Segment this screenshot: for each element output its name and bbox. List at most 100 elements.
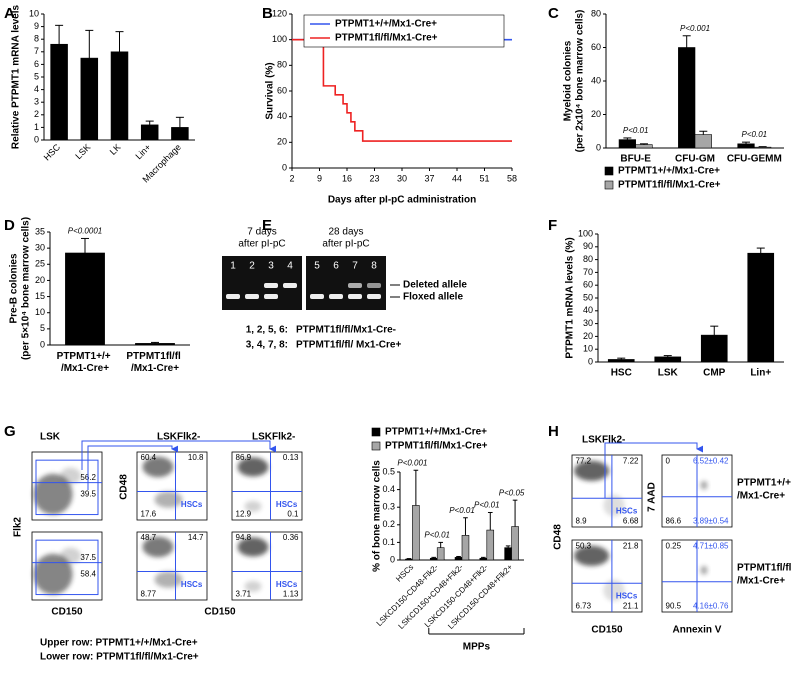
bar	[511, 526, 519, 561]
quadrant-value: 6.68	[623, 516, 639, 525]
band	[367, 283, 381, 288]
y-tick-label: 0	[588, 356, 593, 366]
panel-label: B	[262, 5, 273, 22]
cell-density	[60, 467, 81, 484]
bar	[110, 51, 129, 141]
gel-title: after pI-pC	[238, 239, 285, 250]
x-tick-label: HSCs	[394, 563, 415, 584]
genotype-label: PTPMT1+/+	[737, 478, 791, 489]
cell-density	[700, 480, 708, 490]
panel-label: G	[4, 423, 16, 440]
x-tick-label: 51	[479, 173, 489, 183]
y-tick-label: 20	[277, 137, 287, 147]
bar	[405, 558, 413, 561]
x-tick-label: LSK	[658, 368, 679, 379]
cell-density	[700, 565, 708, 575]
band	[348, 294, 362, 299]
x-tick-label: 30	[397, 173, 407, 183]
x-tick-label: 58	[507, 173, 517, 183]
flow-header: LSKFlk2-	[582, 435, 625, 446]
x-tick-label: 37	[424, 173, 434, 183]
y-tick-label: 15	[35, 291, 45, 301]
bar	[654, 356, 682, 363]
y-tick-label: 25	[35, 259, 45, 269]
y-tick-label: 10	[35, 307, 45, 317]
legend-swatch	[371, 441, 381, 451]
bar	[754, 146, 772, 149]
bar	[50, 43, 68, 141]
y-axis-label: 7 AAD	[647, 482, 658, 512]
quadrant-value: 12.9	[236, 510, 252, 519]
x-tick-label: Lin+	[750, 368, 771, 379]
gel-title: 28 days	[328, 227, 363, 238]
panel-label: A	[4, 5, 15, 22]
x-tick-label: Lin+	[134, 142, 153, 161]
y-tick-label: 50	[583, 292, 593, 302]
caption: Upper row: PTPMT1+/+/Mx1-Cre+	[40, 638, 198, 649]
legend-label: PTPMT1fl/fl/Mx1-Cre+	[335, 33, 438, 44]
bar	[504, 547, 512, 561]
cell-density	[33, 553, 73, 595]
y-tick-label: 100	[272, 34, 287, 44]
bar	[737, 143, 755, 149]
y-tick-label: 20	[35, 275, 45, 285]
p-value: P<0.01	[449, 506, 475, 515]
p-value: P<0.01	[474, 501, 500, 510]
gate-name: HSCs	[276, 500, 298, 509]
x-tick-label: PTPMT1fl/fl /Mx1-Cre+	[126, 351, 183, 374]
cell-density	[33, 473, 73, 515]
bar	[436, 547, 445, 561]
quadrant-value: 4.71±0.85	[693, 542, 729, 551]
y-tick-label: 0.2	[382, 519, 395, 529]
quadrant-value: 8.77	[141, 590, 157, 599]
y-tick-label: 60	[583, 280, 593, 290]
x-tick-label: HSC	[42, 142, 63, 163]
y-tick-label: 0	[596, 142, 601, 152]
y-axis-label: CD48	[119, 474, 130, 500]
panel-label: E	[262, 217, 272, 234]
y-tick-label: 3	[34, 97, 39, 107]
x-tick-label: BFU-E	[620, 154, 651, 165]
y-axis-label: Myeloid colonies	[563, 40, 574, 121]
y-tick-label: 5	[40, 323, 45, 333]
y-tick-label: 0.1	[382, 537, 395, 547]
x-tick-label: LK	[108, 142, 123, 157]
bar	[618, 139, 636, 149]
quadrant-value: 3.71	[236, 590, 252, 599]
cell-density	[237, 457, 269, 477]
p-value: P<0.0001	[68, 227, 102, 236]
legend-swatch	[371, 427, 381, 437]
gate-arrow	[87, 445, 179, 490]
x-axis-label: CD150	[591, 625, 623, 636]
bar	[486, 529, 495, 561]
legend-label: PTPMT1fl/fl/Mx1-Cre+	[618, 180, 721, 191]
y-tick-label: 0	[282, 162, 287, 172]
cell-density	[60, 547, 81, 564]
quadrant-value: 14.7	[188, 533, 204, 542]
x-tick-label: 44	[452, 173, 462, 183]
y-tick-label: 120	[272, 8, 287, 18]
cell-density	[154, 491, 183, 508]
y-axis-label: (per 2x10⁴ bone marrow cells)	[575, 10, 586, 153]
y-tick-label: 70	[583, 267, 593, 277]
p-value: P<0.001	[397, 458, 427, 467]
cell-density	[142, 536, 174, 558]
gate-value: 39.5	[80, 489, 96, 498]
cell-density	[244, 500, 262, 512]
gate-name: HSCs	[181, 500, 203, 509]
group-label: MPPs	[463, 642, 491, 653]
quadrant-value: 48.7	[141, 533, 157, 542]
band	[264, 294, 278, 299]
bar	[461, 535, 470, 561]
cell-density	[603, 579, 625, 602]
lane-number: 4	[287, 261, 293, 272]
bar	[678, 47, 696, 149]
lane-number: 6	[333, 261, 339, 272]
y-tick-label: 0	[40, 339, 45, 349]
y-tick-label: 6	[34, 59, 39, 69]
y-tick-label: 4	[34, 84, 39, 94]
quadrant-value: 7.22	[623, 457, 639, 466]
x-tick-label: CFU-GM	[675, 154, 715, 165]
y-axis-label: Flk2	[13, 517, 24, 537]
p-value: P<0.001	[680, 24, 710, 33]
